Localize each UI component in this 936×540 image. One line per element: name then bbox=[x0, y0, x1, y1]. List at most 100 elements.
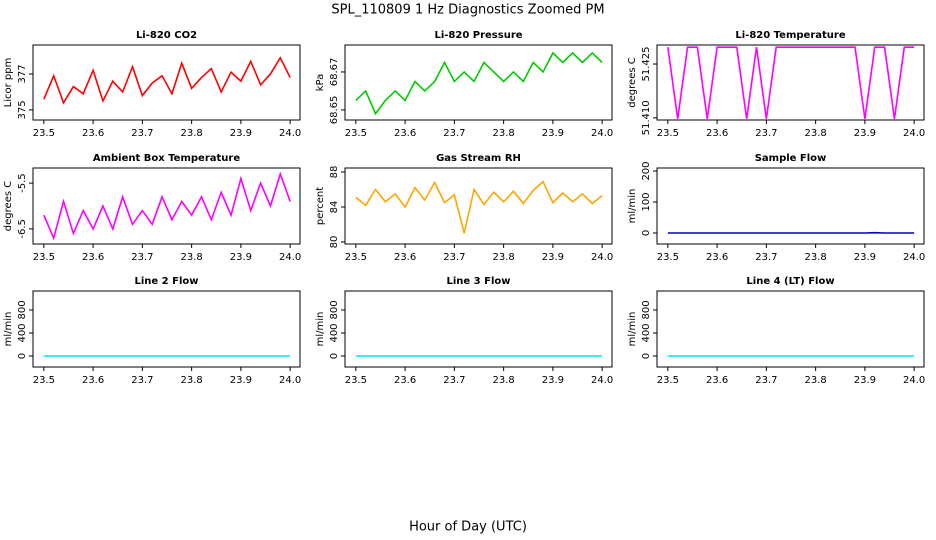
x-tick-label: 23.9 bbox=[230, 128, 252, 139]
y-axis-label: kPa bbox=[315, 74, 326, 92]
panel-title: Line 4 (LT) Flow bbox=[746, 276, 834, 287]
y-tick-label: -5.5 bbox=[17, 173, 28, 193]
data-line bbox=[43, 171, 291, 241]
x-tick-label: 23.8 bbox=[492, 252, 514, 263]
plot-frame bbox=[344, 44, 613, 121]
panel-title: Ambient Box Temperature bbox=[93, 153, 240, 164]
y-tick-label: 0 bbox=[17, 353, 28, 359]
panel-title: Line 3 Flow bbox=[447, 276, 511, 287]
x-tick-label: 23.7 bbox=[755, 375, 777, 386]
y-axis-label: percent bbox=[315, 187, 326, 225]
data-line bbox=[355, 180, 603, 234]
y-axis-label: ml/min bbox=[627, 312, 638, 347]
x-tick-label: 23.6 bbox=[706, 128, 728, 139]
x-tick-label: 23.5 bbox=[657, 252, 679, 263]
x-tick-label: 23.7 bbox=[131, 375, 153, 386]
plot-frame bbox=[344, 167, 613, 245]
x-tick-label: 23.7 bbox=[443, 375, 465, 386]
x-tick-label: 23.6 bbox=[394, 128, 416, 139]
plot-frame bbox=[656, 44, 925, 121]
x-tick-label: 23.8 bbox=[180, 252, 202, 263]
x-tick-label: 23.5 bbox=[33, 128, 55, 139]
panel-title: Sample Flow bbox=[755, 153, 827, 164]
x-tick-label: 23.7 bbox=[755, 252, 777, 263]
x-tick-label: 24.0 bbox=[591, 375, 613, 386]
y-tick-label: 51.425 bbox=[641, 47, 652, 82]
y-tick-label: 88 bbox=[329, 166, 340, 179]
x-tick-label: 23.9 bbox=[854, 128, 876, 139]
x-tick-label: 23.5 bbox=[345, 252, 367, 263]
plot-frame bbox=[344, 290, 613, 368]
x-tick-label: 24.0 bbox=[279, 252, 301, 263]
x-tick-label: 23.9 bbox=[542, 375, 564, 386]
x-tick-label: 23.6 bbox=[82, 252, 104, 263]
y-tick-label: 377 bbox=[17, 64, 28, 83]
plot-frame bbox=[656, 290, 925, 368]
panel-title: Li-820 CO2 bbox=[136, 30, 197, 41]
y-axis-label: degrees C bbox=[3, 181, 14, 231]
x-tick-label: 23.7 bbox=[131, 252, 153, 263]
x-axis-label: Hour of Day (UTC) bbox=[409, 520, 527, 535]
y-axis-label: Licor ppm bbox=[3, 58, 14, 108]
y-axis-label: ml/min bbox=[3, 312, 14, 347]
data-line bbox=[43, 56, 291, 105]
plot-frame bbox=[32, 290, 301, 368]
x-tick-label: 23.6 bbox=[82, 128, 104, 139]
y-tick-label: 800 bbox=[329, 300, 340, 319]
plot-frame bbox=[656, 167, 925, 245]
x-tick-label: 24.0 bbox=[903, 375, 925, 386]
page-title: SPL_110809 1 Hz Diagnostics Zoomed PM bbox=[331, 3, 604, 18]
y-tick-label: 400 bbox=[329, 323, 340, 342]
y-tick-label: 100 bbox=[641, 192, 652, 211]
y-axis-label: degrees C bbox=[627, 57, 638, 107]
x-tick-label: 23.8 bbox=[804, 128, 826, 139]
y-tick-label: 68.65 bbox=[329, 96, 340, 125]
x-tick-label: 24.0 bbox=[279, 375, 301, 386]
y-tick-label: -6.5 bbox=[17, 219, 28, 239]
y-tick-label: 400 bbox=[17, 323, 28, 342]
x-tick-label: 24.0 bbox=[903, 128, 925, 139]
x-tick-label: 23.9 bbox=[854, 252, 876, 263]
y-tick-label: 200 bbox=[641, 161, 652, 180]
x-tick-label: 23.7 bbox=[131, 128, 153, 139]
y-tick-label: 375 bbox=[17, 100, 28, 119]
x-tick-label: 23.9 bbox=[542, 252, 564, 263]
x-tick-label: 23.7 bbox=[755, 128, 777, 139]
x-tick-label: 23.8 bbox=[492, 375, 514, 386]
y-tick-label: 51.410 bbox=[641, 100, 652, 135]
data-line bbox=[355, 51, 603, 116]
data-line bbox=[667, 46, 915, 120]
x-tick-label: 23.6 bbox=[706, 252, 728, 263]
x-tick-label: 24.0 bbox=[903, 252, 925, 263]
x-tick-label: 23.6 bbox=[394, 252, 416, 263]
x-tick-label: 23.5 bbox=[33, 252, 55, 263]
x-tick-label: 23.8 bbox=[804, 375, 826, 386]
x-tick-label: 23.8 bbox=[180, 128, 202, 139]
panel-title: Line 2 Flow bbox=[135, 276, 199, 287]
x-tick-label: 23.5 bbox=[345, 128, 367, 139]
y-tick-label: 0 bbox=[641, 230, 652, 236]
x-tick-label: 23.9 bbox=[230, 252, 252, 263]
y-tick-label: 84 bbox=[329, 201, 340, 214]
x-tick-label: 23.8 bbox=[492, 128, 514, 139]
x-tick-label: 23.9 bbox=[230, 375, 252, 386]
x-tick-label: 23.6 bbox=[706, 375, 728, 386]
x-tick-label: 23.6 bbox=[394, 375, 416, 386]
x-tick-label: 24.0 bbox=[591, 128, 613, 139]
panel-title: Li-820 Pressure bbox=[434, 30, 522, 41]
x-tick-label: 23.5 bbox=[33, 375, 55, 386]
y-tick-label: 80 bbox=[329, 236, 340, 249]
x-tick-label: 24.0 bbox=[279, 128, 301, 139]
x-tick-label: 23.5 bbox=[657, 128, 679, 139]
x-tick-label: 23.7 bbox=[443, 128, 465, 139]
y-tick-label: 0 bbox=[641, 353, 652, 359]
y-axis-label: ml/min bbox=[315, 312, 326, 347]
x-tick-label: 23.5 bbox=[657, 375, 679, 386]
x-tick-label: 23.8 bbox=[804, 252, 826, 263]
x-tick-label: 23.9 bbox=[542, 128, 564, 139]
x-tick-label: 23.9 bbox=[854, 375, 876, 386]
x-tick-label: 23.5 bbox=[345, 375, 367, 386]
x-tick-label: 23.8 bbox=[180, 375, 202, 386]
